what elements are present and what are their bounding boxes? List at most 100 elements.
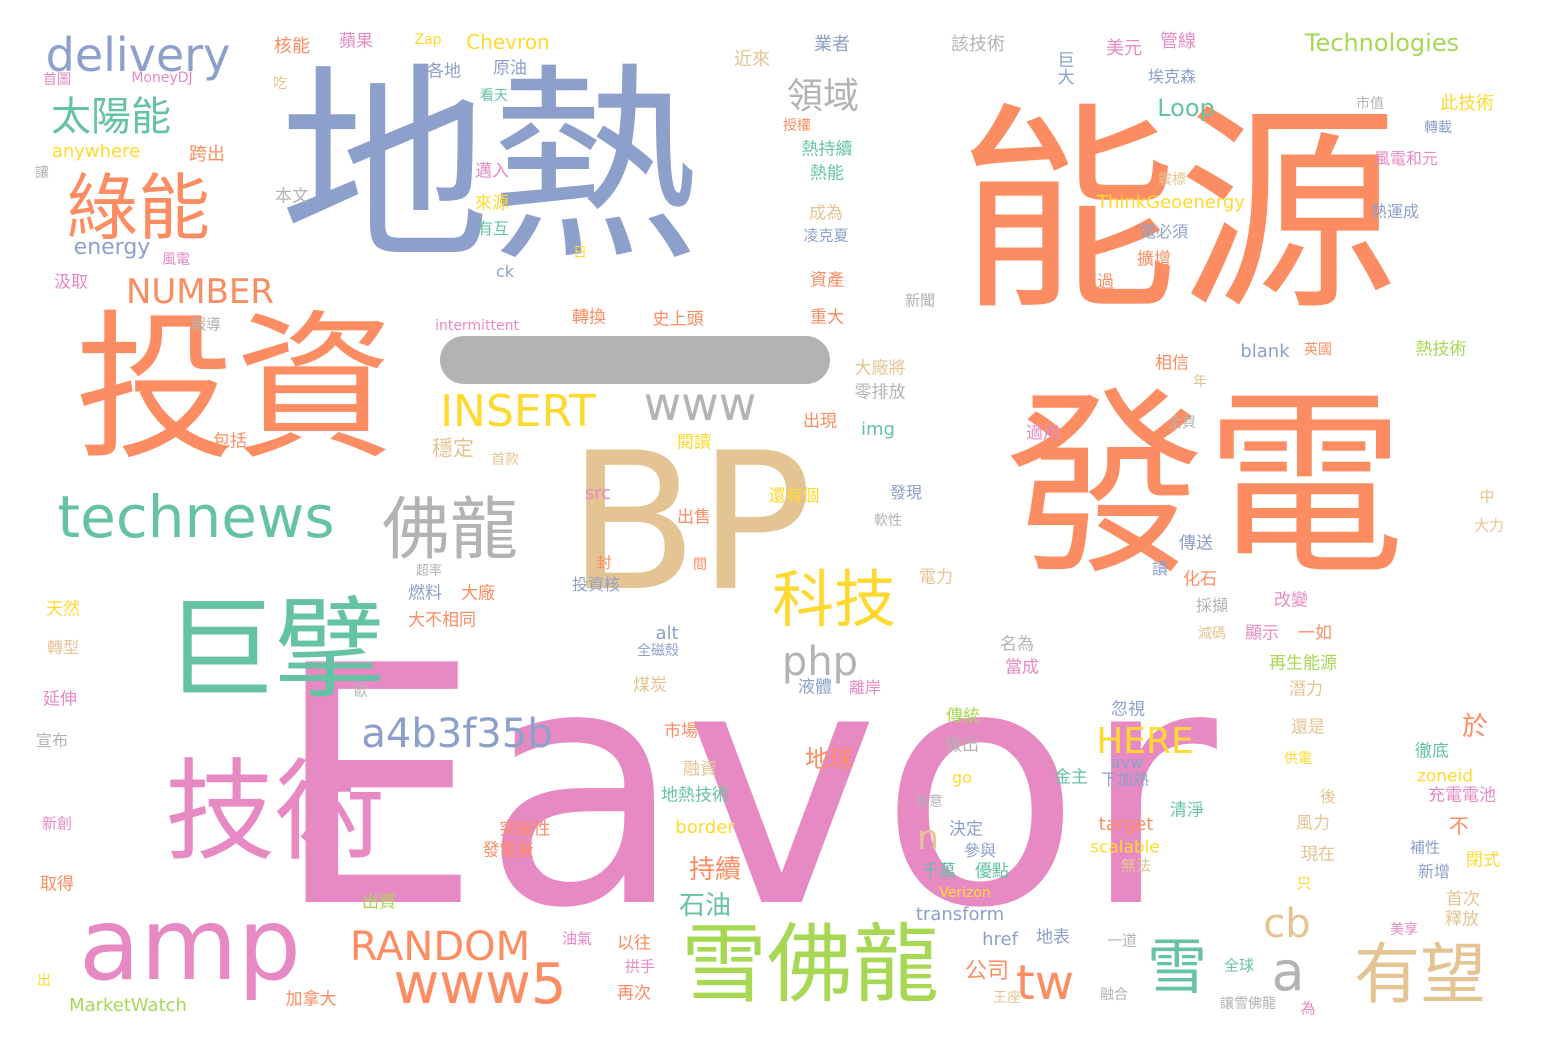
word-after: 後 [1319,787,1337,806]
word-big-factory: 大廠 [461,583,495,604]
word-advantage: 優點 [975,861,1009,882]
word-power-plant: 發電廠 [482,840,534,861]
word-let: 讓 [35,165,49,181]
word-chevron-zh: 雪佛龍 [681,915,939,1015]
word-now: 現在 [1301,844,1335,865]
word-chevron-short: 佛龍 [381,491,519,570]
word-license: 授權 [783,118,811,134]
word-soft: 軟性 [874,513,902,529]
word-hand-over: 拱手 [624,957,656,976]
word-below-heat: 下加熱 [1100,770,1150,789]
word-acquire: 取得 [40,874,74,895]
word-fuel: 燃料 [408,583,442,604]
word-zap: Zap [414,32,442,48]
word-only: 只 [1296,874,1312,893]
word-zoneid: zoneid [1416,766,1474,787]
word-img: img [861,419,895,440]
word-verizon: Verizon [939,885,991,901]
word-release: 釋放 [1445,909,1479,930]
word-market: 市場 [664,721,698,742]
word-green: 綠能 [65,166,211,250]
word-fossil: 化石 [1183,569,1217,590]
word-at: 於 [1461,712,1489,742]
word-vigorous: 大力 [1473,516,1505,535]
word-believe: 相信 [1155,353,1189,374]
word-sustain: 持續 [688,855,742,885]
word-fusion: 融合 [1100,987,1128,1003]
word-oil: 石油 [678,891,732,921]
word-stable: 穩定 [432,436,474,461]
word-huge: 巨大 [1053,51,1074,85]
word-nuclear: 核能 [274,36,310,57]
word-middle: 中 [1479,487,1495,506]
word-mutual: 有互 [476,219,510,238]
word-make: 做出 [945,735,979,756]
word-history-first: 史上頭 [652,309,704,330]
word-heat-sustain: 熱持續 [801,139,853,160]
word-zero-emission: 零排放 [854,382,906,403]
word-transform: transform [915,904,1005,925]
word-as-if: 一如 [1298,623,1332,644]
word-read: 閱讀 [677,432,711,453]
word-thorough: 徹底 [1415,741,1449,762]
word-loop: Loop [1157,94,1215,122]
word-electric: 電力 [919,567,953,588]
word-weather: 看天 [480,88,508,104]
word-offshore: 離岸 [848,678,882,697]
word-breakthrough: 突破性 [499,819,551,840]
word-discover: 發現 [889,483,923,502]
word-eat: 吃 [273,76,287,92]
word-first-time: 首次 [1446,889,1480,910]
word-participate: 參與 [963,841,997,860]
word-not: 不 [1449,814,1469,838]
word-this-tech2: 此技術 [1440,93,1494,114]
word-read-zh: 讀 [1151,559,1169,578]
word-a4b3f35b: a4b3f35b [361,711,553,757]
word-asset: 資產 [810,270,844,291]
word-fund: 出資 [362,892,396,913]
word-buy-all: 全買 [1168,415,1196,431]
word-europe: 歐 [354,684,368,700]
word-enter: 邁入 [475,161,509,182]
word-surface: 地表 [1036,927,1070,948]
word-new-add: 新增 [1417,862,1451,881]
word-year: 年 [1193,374,1207,390]
word-intent: 有意 [915,794,943,810]
word-step-out: 跨出 [189,144,225,165]
word-unable: 無法 [1120,856,1152,875]
word-n: n [917,818,939,858]
word-natural: 天然 [46,599,80,620]
word-heat-op: 熱運成 [1370,202,1420,221]
word-recently: 近來 [734,49,770,70]
separator-bar [440,336,830,384]
word-mark: 震標 [1158,172,1186,188]
word-cb: cb [1263,901,1311,947]
word-become: 成為 [809,203,843,224]
word-usd: 美元 [1106,38,1142,59]
word-www5: www5 [393,952,567,1017]
word-liquid: 液體 [798,677,832,698]
word-apple: 蘋果 [339,31,373,52]
word-convert: 轉換 [572,307,606,328]
word-news: 新聞 [904,291,936,310]
word-this-article: 本文 [275,186,309,207]
word-share: 美享 [1390,922,1418,938]
word-wind-power: 風電 [162,252,190,268]
word-earth: 地球 [805,745,853,773]
word-moneydj: MoneyDJ [131,70,193,86]
word-solar: 太陽能 [51,94,171,140]
word-canada: 加拿大 [285,989,337,1010]
word-seal: 封 [596,553,612,572]
word-harvest: 採擷 [1195,596,1229,615]
word-exxon: 埃克森 [1147,67,1197,86]
word-delivery: delivery [45,28,231,82]
word-supplement: 補性 [1409,838,1441,857]
word-show: 顯示 [1245,623,1279,644]
word-a: a [1271,940,1305,1003]
word-technologies: Technologies [1304,29,1460,57]
word-throne: 王座 [993,990,1021,1006]
word-invest-nuclear: 投資核 [571,575,621,594]
word-renewable: 再生能源 [1269,653,1337,674]
word-backer: 金主 [1054,767,1088,788]
word-rate: 超率 [415,563,443,579]
